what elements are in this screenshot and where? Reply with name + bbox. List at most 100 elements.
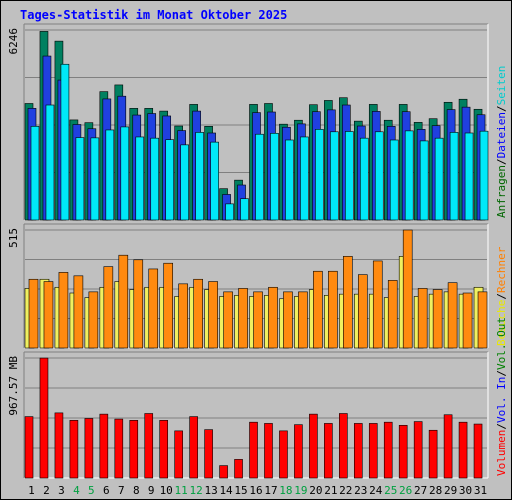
- bar-rechner-day-20: [313, 270, 323, 349]
- bar-seiten-day-11: [180, 144, 189, 221]
- bar-seiten-day-1: [30, 126, 40, 221]
- bar-seiten-day-16: [255, 133, 264, 221]
- bar-volumen-day-29: [443, 414, 453, 479]
- bar-rechner-day-17: [268, 286, 278, 349]
- bar-rechner-day-5: [88, 291, 99, 349]
- y-axis-max-label: 967.57 MB: [7, 356, 20, 416]
- bar-seiten-day-10: [165, 139, 175, 221]
- bar-volumen-day-14: [219, 465, 228, 479]
- bar-volumen-day-24: [368, 423, 378, 479]
- bar-seiten-day-2: [45, 104, 55, 221]
- day-label-31: 31: [474, 484, 487, 497]
- bar-seiten-day-24: [374, 131, 384, 221]
- bar-volumen-day-1: [24, 416, 34, 479]
- day-label-30: 30: [459, 484, 472, 497]
- legend-1: Anfragen/Dateien/Seiten: [495, 66, 508, 218]
- panel-1: 6246 Anfragen/Dateien/Seiten: [7, 23, 508, 221]
- bar-rechner-day-27: [417, 288, 428, 349]
- bar-rechner-day-13: [208, 281, 218, 349]
- bar-rechner-day-11: [178, 283, 188, 349]
- bar-volumen-day-11: [174, 430, 183, 479]
- bar-rechner-day-7: [118, 254, 129, 349]
- bar-volumen-day-13: [204, 429, 213, 479]
- bar-rechner-day-14: [223, 291, 233, 349]
- bar-seiten-day-4: [75, 137, 85, 221]
- day-label-22: 22: [339, 484, 352, 497]
- legend-item-besuche: Besuche: [495, 300, 508, 346]
- bar-seiten-day-7: [120, 126, 130, 221]
- bar-seiten-day-28: [434, 137, 444, 221]
- day-label-13: 13: [204, 484, 217, 497]
- day-label-10: 10: [160, 484, 173, 497]
- bar-rechner-day-6: [103, 266, 114, 349]
- bar-rechner-day-31: [477, 291, 488, 349]
- day-label-6: 6: [103, 484, 110, 497]
- bar-rechner-day-26: [402, 229, 413, 349]
- legend-separator: /: [495, 105, 508, 112]
- bar-seiten-day-25: [389, 139, 399, 221]
- bar-volumen-day-7: [114, 418, 124, 479]
- legend-3: Volumen/Vol. In/Vol. Out: [495, 317, 508, 476]
- bar-volumen-day-23: [353, 423, 363, 479]
- day-label-24: 24: [369, 484, 383, 497]
- bar-rechner-day-3: [58, 272, 69, 349]
- bar-volumen-day-28: [428, 429, 438, 479]
- legend-item-vol_out: Vol. Out: [495, 317, 508, 370]
- legend-separator: /: [495, 370, 508, 377]
- day-label-12: 12: [190, 484, 203, 497]
- bar-rechner-day-28: [432, 289, 443, 349]
- bar-seiten-day-15: [240, 198, 249, 221]
- bar-volumen-day-5: [84, 418, 94, 479]
- bar-volumen-day-31: [473, 423, 483, 479]
- bar-volumen-day-20: [309, 413, 318, 479]
- bar-seiten-day-30: [464, 132, 474, 221]
- bar-rechner-day-23: [357, 274, 368, 349]
- bar-seiten-day-13: [210, 141, 219, 221]
- day-label-19: 19: [294, 484, 307, 497]
- bar-volumen-day-10: [159, 420, 169, 479]
- bar-rechner-day-2: [43, 281, 54, 349]
- bar-rechner-day-15: [238, 288, 248, 349]
- bar-seiten-day-9: [150, 137, 160, 221]
- bar-volumen-day-25: [383, 421, 393, 479]
- bar-volumen-day-22: [339, 413, 348, 479]
- day-label-14: 14: [219, 484, 233, 497]
- bar-rechner-day-25: [387, 280, 398, 349]
- bar-seiten-day-5: [90, 137, 100, 221]
- day-label-15: 15: [234, 484, 247, 497]
- day-label-3: 3: [58, 484, 65, 497]
- bar-seiten-day-12: [195, 132, 204, 221]
- bar-seiten-day-31: [479, 130, 489, 221]
- legend-item-rechner: Rechner: [495, 246, 508, 293]
- y-axis-max-label: 6246: [7, 28, 20, 55]
- bar-volumen-day-16: [249, 421, 258, 479]
- bar-volumen-day-15: [234, 459, 243, 479]
- bar-rechner-day-30: [462, 292, 473, 349]
- legend-separator: /: [495, 423, 508, 430]
- bar-rechner-day-10: [163, 262, 174, 349]
- day-label-23: 23: [354, 484, 367, 497]
- panel-2: 515 Besuche/Rechner: [7, 223, 508, 349]
- bar-volumen-day-6: [99, 413, 109, 479]
- bar-volumen-day-19: [294, 424, 303, 479]
- bar-rechner-day-9: [148, 268, 159, 349]
- bar-rechner-day-24: [372, 260, 383, 349]
- day-label-7: 7: [118, 484, 125, 497]
- bar-rechner-day-21: [328, 270, 338, 349]
- panel-3: 967.57 MB Volumen/Vol. In/Vol. Out: [7, 317, 508, 479]
- day-label-16: 16: [249, 484, 262, 497]
- bar-rechner-day-4: [73, 275, 84, 349]
- day-label-9: 9: [148, 484, 155, 497]
- bar-volumen-day-17: [264, 423, 273, 479]
- bar-seiten-day-21: [330, 131, 339, 221]
- chart-title: Tages-Statistik im Monat Oktober 2025: [20, 8, 287, 22]
- day-label-8: 8: [133, 484, 140, 497]
- day-label-1: 1: [28, 484, 35, 497]
- bar-volumen-day-27: [413, 421, 423, 479]
- legend-2: Besuche/Rechner: [495, 246, 508, 346]
- bar-rechner-day-16: [253, 291, 263, 349]
- legend-item-dateien: Dateien: [495, 112, 508, 158]
- bar-seiten-day-29: [449, 132, 459, 221]
- bar-volumen-day-18: [279, 430, 288, 479]
